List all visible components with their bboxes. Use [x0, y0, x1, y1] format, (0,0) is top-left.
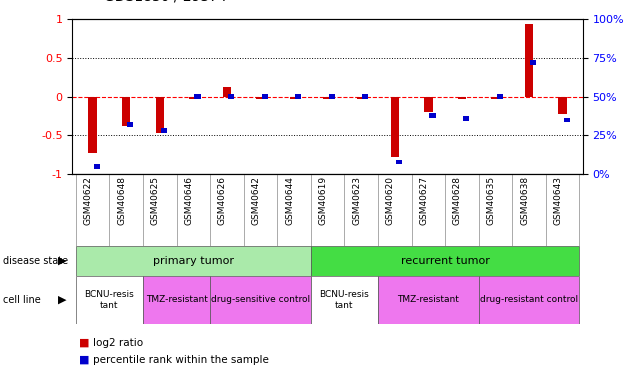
Bar [525, 24, 533, 97]
Text: GSM40635: GSM40635 [486, 176, 495, 225]
Bar [396, 160, 402, 164]
Bar [76, 246, 311, 276]
Text: recurrent tumor: recurrent tumor [401, 256, 490, 266]
Bar [323, 97, 332, 99]
Text: primary tumor: primary tumor [153, 256, 234, 266]
Bar [290, 97, 298, 99]
Text: GSM40619: GSM40619 [319, 176, 328, 225]
Text: ■: ■ [79, 355, 89, 365]
Text: GSM40642: GSM40642 [251, 176, 260, 225]
Bar [261, 94, 268, 99]
Bar [530, 60, 536, 64]
Text: GSM40638: GSM40638 [520, 176, 529, 225]
Bar [564, 118, 570, 122]
Bar [88, 97, 97, 153]
Bar [391, 97, 399, 157]
Bar [189, 97, 198, 99]
Text: TMZ-resistant: TMZ-resistant [398, 296, 459, 304]
Bar [222, 87, 231, 97]
Text: drug-resistant control: drug-resistant control [480, 296, 578, 304]
Bar [463, 116, 469, 121]
Text: GSM40646: GSM40646 [185, 176, 193, 225]
Bar [311, 276, 378, 324]
Bar [424, 97, 433, 112]
Text: GSM40623: GSM40623 [352, 176, 361, 225]
Bar [210, 276, 311, 324]
Bar [357, 97, 365, 99]
Bar [362, 94, 369, 99]
Text: GSM40643: GSM40643 [554, 176, 563, 225]
Text: ▶: ▶ [58, 295, 66, 305]
Text: GSM40627: GSM40627 [420, 176, 428, 225]
Text: GSM40626: GSM40626 [218, 176, 227, 225]
Text: GSM40648: GSM40648 [117, 176, 126, 225]
Bar [430, 113, 435, 118]
Text: GSM40644: GSM40644 [285, 176, 294, 225]
Text: disease state: disease state [3, 256, 68, 266]
Text: GSM40622: GSM40622 [84, 176, 93, 225]
Text: GSM40628: GSM40628 [453, 176, 462, 225]
Text: GSM40620: GSM40620 [386, 176, 395, 225]
Text: GSM40625: GSM40625 [151, 176, 160, 225]
Text: TMZ-resistant: TMZ-resistant [146, 296, 207, 304]
Text: cell line: cell line [3, 295, 41, 305]
Text: percentile rank within the sample: percentile rank within the sample [93, 355, 268, 365]
Text: drug-sensitive control: drug-sensitive control [211, 296, 310, 304]
Bar [378, 276, 479, 324]
Bar [76, 276, 143, 324]
Text: BCNU-resis
tant: BCNU-resis tant [84, 290, 134, 310]
Bar [457, 97, 466, 99]
Text: ■: ■ [79, 338, 89, 348]
Bar [94, 164, 100, 169]
Bar [156, 97, 164, 133]
Bar [558, 97, 567, 114]
Bar [496, 94, 503, 99]
Bar [491, 97, 500, 99]
Text: BCNU-resis
tant: BCNU-resis tant [319, 290, 369, 310]
Bar [228, 94, 234, 99]
Bar [256, 97, 265, 99]
Bar [161, 129, 167, 133]
Bar [127, 122, 134, 127]
Bar [143, 276, 210, 324]
Bar [295, 94, 301, 99]
Bar [329, 94, 335, 99]
Bar [122, 97, 130, 126]
Text: log2 ratio: log2 ratio [93, 338, 143, 348]
Bar [311, 246, 580, 276]
Text: GDS1830 / 29374: GDS1830 / 29374 [104, 0, 227, 4]
Text: ▶: ▶ [58, 256, 66, 266]
Bar [195, 94, 200, 99]
Bar [479, 276, 580, 324]
